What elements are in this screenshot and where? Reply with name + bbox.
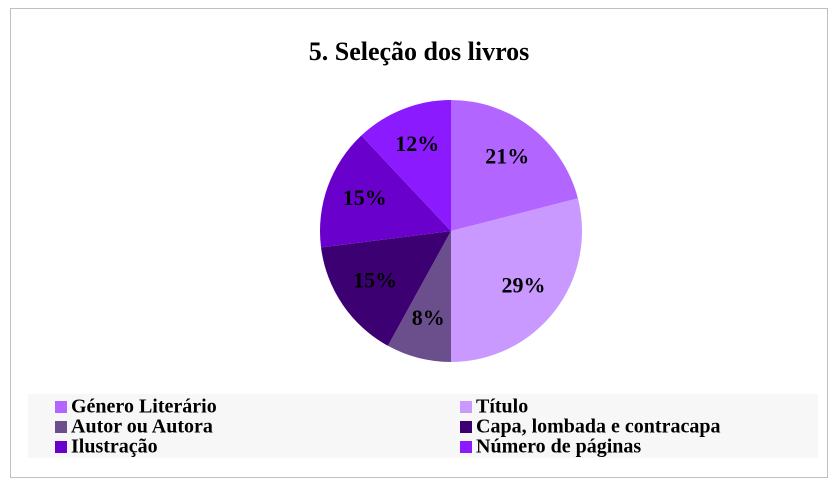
legend-label: Autor ou Autora	[71, 416, 213, 438]
chart-title: 5. Seleção dos livros	[309, 37, 530, 66]
legend-area	[28, 394, 818, 458]
pie-slice	[387, 231, 451, 362]
legend-swatch	[460, 441, 472, 453]
legend-label: Título	[476, 396, 528, 418]
legend-label: Ilustração	[71, 436, 158, 458]
legend-swatch	[55, 421, 67, 433]
data-label: 12%	[395, 131, 439, 156]
pie-slice	[320, 135, 451, 248]
legend-swatch	[460, 421, 472, 433]
data-label: 21%	[485, 144, 529, 169]
pie-slice	[321, 231, 451, 346]
pie-slice	[451, 100, 578, 231]
legend-label: Capa, lombada e contracapa	[476, 416, 720, 438]
data-label: 15%	[343, 185, 387, 210]
legend-swatch	[460, 401, 472, 413]
pie-slice	[361, 100, 451, 231]
data-label: 8%	[412, 305, 445, 330]
legend-swatch	[55, 401, 67, 413]
pie-slice	[451, 198, 582, 362]
data-label: 15%	[353, 268, 397, 293]
legend-label: Género Literário	[71, 396, 217, 418]
data-label: 29%	[501, 272, 545, 297]
legend-label: Número de páginas	[476, 436, 641, 458]
legend-swatch	[55, 441, 67, 453]
